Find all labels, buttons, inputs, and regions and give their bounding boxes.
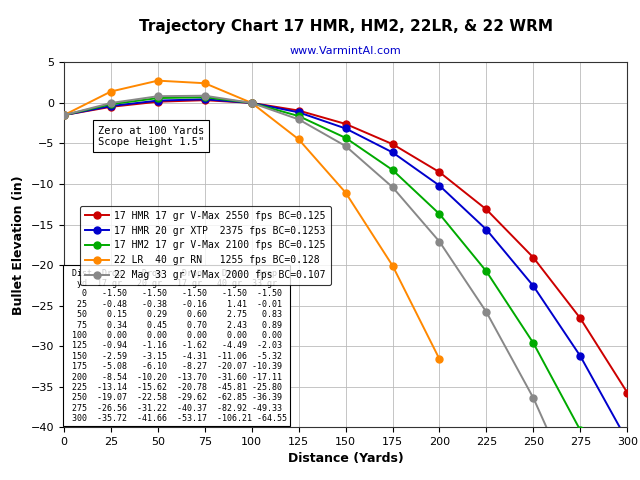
17 HMR 17 gr V-Max 2550 fps BC=0.125 [436,169,444,175]
17 HMR 20 gr XTP  2375 fps BC=0.1253 [248,100,255,106]
22 Mag 33 gr V-Max 2000 fps BC=0.107 [388,184,396,190]
Text: Dist  Drop    Drop    Drop    Drop   Drop
  yd  17 gr   20 gr   17 gr   40 gr  3: Dist Drop Drop Drop Drop Drop yd 17 gr 2… [67,268,287,423]
Text: Trajectory Chart 17 HMR, HM2, 22LR, & 22 WRM: Trajectory Chart 17 HMR, HM2, 22LR, & 22… [139,19,552,34]
17 HMR 20 gr XTP  2375 fps BC=0.1253 [60,112,68,118]
17 HM2 17 gr V-Max 2100 fps BC=0.125 [295,113,303,119]
17 HMR 20 gr XTP  2375 fps BC=0.1253 [154,98,162,104]
17 HMR 17 gr V-Max 2550 fps BC=0.125 [201,97,209,103]
17 HMR 20 gr XTP  2375 fps BC=0.1253 [529,283,537,289]
17 HM2 17 gr V-Max 2100 fps BC=0.125 [388,167,396,173]
22 LR  40 gr RN   1255 fps BC=0.128 [388,263,396,268]
22 Mag 33 gr V-Max 2000 fps BC=0.107 [342,143,349,149]
22 LR  40 gr RN   1255 fps BC=0.128 [201,80,209,86]
Line: 22 Mag 33 gr V-Max 2000 fps BC=0.107: 22 Mag 33 gr V-Max 2000 fps BC=0.107 [61,92,630,480]
22 LR  40 gr RN   1255 fps BC=0.128 [107,89,115,95]
17 HM2 17 gr V-Max 2100 fps BC=0.125 [483,268,490,274]
17 HMR 20 gr XTP  2375 fps BC=0.1253 [295,109,303,115]
17 HMR 17 gr V-Max 2550 fps BC=0.125 [60,112,68,118]
17 HMR 17 gr V-Max 2550 fps BC=0.125 [529,255,537,261]
22 Mag 33 gr V-Max 2000 fps BC=0.107 [107,100,115,106]
Line: 17 HMR 20 gr XTP  2375 fps BC=0.1253: 17 HMR 20 gr XTP 2375 fps BC=0.1253 [61,96,630,444]
22 LR  40 gr RN   1255 fps BC=0.128 [154,78,162,84]
17 HM2 17 gr V-Max 2100 fps BC=0.125 [248,100,255,106]
17 HMR 20 gr XTP  2375 fps BC=0.1253 [577,353,584,359]
22 Mag 33 gr V-Max 2000 fps BC=0.107 [201,93,209,98]
22 LR  40 gr RN   1255 fps BC=0.128 [295,136,303,142]
17 HMR 20 gr XTP  2375 fps BC=0.1253 [483,227,490,232]
17 HM2 17 gr V-Max 2100 fps BC=0.125 [107,101,115,107]
17 HMR 20 gr XTP  2375 fps BC=0.1253 [201,96,209,102]
22 Mag 33 gr V-Max 2000 fps BC=0.107 [60,112,68,118]
X-axis label: Distance (Yards): Distance (Yards) [288,453,403,466]
Line: 17 HMR 17 gr V-Max 2550 fps BC=0.125: 17 HMR 17 gr V-Max 2550 fps BC=0.125 [61,96,630,396]
17 HMR 17 gr V-Max 2550 fps BC=0.125 [483,206,490,212]
17 HM2 17 gr V-Max 2100 fps BC=0.125 [154,95,162,101]
17 HMR 20 gr XTP  2375 fps BC=0.1253 [436,183,444,189]
17 HMR 17 gr V-Max 2550 fps BC=0.125 [107,104,115,110]
22 LR  40 gr RN   1255 fps BC=0.128 [436,356,444,362]
22 LR  40 gr RN   1255 fps BC=0.128 [342,190,349,195]
22 LR  40 gr RN   1255 fps BC=0.128 [248,100,255,106]
22 Mag 33 gr V-Max 2000 fps BC=0.107 [248,100,255,106]
17 HMR 20 gr XTP  2375 fps BC=0.1253 [107,103,115,109]
22 Mag 33 gr V-Max 2000 fps BC=0.107 [529,395,537,401]
17 HM2 17 gr V-Max 2100 fps BC=0.125 [342,135,349,141]
17 HMR 17 gr V-Max 2550 fps BC=0.125 [248,100,255,106]
22 Mag 33 gr V-Max 2000 fps BC=0.107 [436,239,444,244]
17 HMR 17 gr V-Max 2550 fps BC=0.125 [577,315,584,321]
17 HMR 17 gr V-Max 2550 fps BC=0.125 [342,121,349,127]
17 HMR 17 gr V-Max 2550 fps BC=0.125 [295,108,303,113]
17 HMR 17 gr V-Max 2550 fps BC=0.125 [154,99,162,105]
17 HMR 17 gr V-Max 2550 fps BC=0.125 [623,390,631,396]
Line: 17 HM2 17 gr V-Max 2100 fps BC=0.125: 17 HM2 17 gr V-Max 2100 fps BC=0.125 [61,94,630,480]
Text: Zero at 100 Yards
Scope Height 1.5": Zero at 100 Yards Scope Height 1.5" [98,126,204,147]
22 Mag 33 gr V-Max 2000 fps BC=0.107 [295,117,303,122]
Y-axis label: Bullet Elevation (in): Bullet Elevation (in) [12,175,25,314]
17 HMR 20 gr XTP  2375 fps BC=0.1253 [342,126,349,132]
Legend: 17 HMR 17 gr V-Max 2550 fps BC=0.125, 17 HMR 20 gr XTP  2375 fps BC=0.1253, 17 H: 17 HMR 17 gr V-Max 2550 fps BC=0.125, 17… [80,206,330,285]
17 HMR 20 gr XTP  2375 fps BC=0.1253 [623,438,631,444]
22 Mag 33 gr V-Max 2000 fps BC=0.107 [154,93,162,99]
17 HM2 17 gr V-Max 2100 fps BC=0.125 [201,95,209,100]
17 HMR 20 gr XTP  2375 fps BC=0.1253 [388,149,396,155]
17 HM2 17 gr V-Max 2100 fps BC=0.125 [577,427,584,433]
Line: 22 LR  40 gr RN   1255 fps BC=0.128: 22 LR 40 gr RN 1255 fps BC=0.128 [61,77,443,362]
17 HM2 17 gr V-Max 2100 fps BC=0.125 [60,112,68,118]
22 Mag 33 gr V-Max 2000 fps BC=0.107 [483,309,490,315]
17 HMR 17 gr V-Max 2550 fps BC=0.125 [388,141,396,147]
22 LR  40 gr RN   1255 fps BC=0.128 [60,112,68,118]
17 HM2 17 gr V-Max 2100 fps BC=0.125 [529,340,537,346]
Text: www.VarmintAI.com: www.VarmintAI.com [290,46,401,56]
17 HM2 17 gr V-Max 2100 fps BC=0.125 [436,211,444,217]
